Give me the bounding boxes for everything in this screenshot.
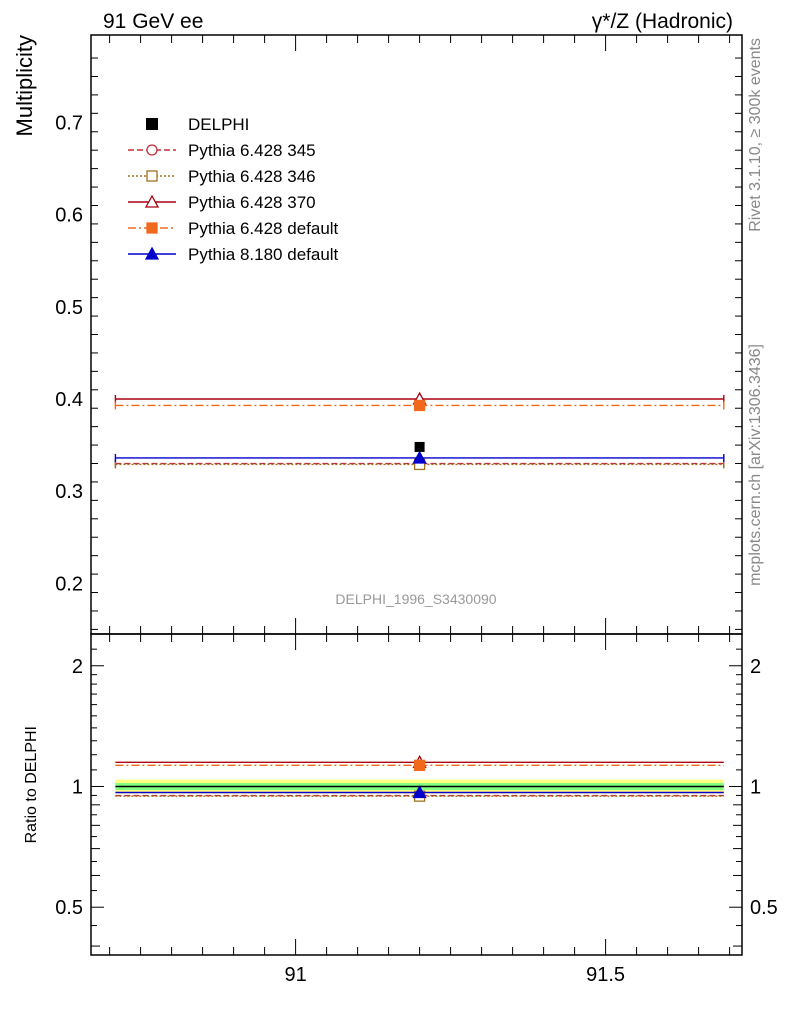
ratio-tick-label-right: 1	[750, 776, 761, 798]
legend-marker-1	[146, 144, 158, 156]
legend-marker-delphi	[146, 118, 158, 130]
legend-label-1: Pythia 6.428 345	[188, 141, 316, 160]
legend-marker-2	[146, 170, 158, 182]
ratio-axis-label: Ratio to DELPHI	[23, 726, 40, 843]
legend-label-delphi: DELPHI	[188, 115, 249, 134]
ratio-tick-label: 2	[72, 656, 83, 678]
analysis-label: DELPHI_1996_S3430090	[335, 591, 496, 607]
legend-label-4: Pythia 6.428 default	[188, 219, 339, 238]
y-tick-label: 0.3	[55, 481, 83, 503]
left-title: 91 GeV ee	[103, 10, 203, 33]
right-title: γ*/Z (Hadronic)	[592, 10, 733, 33]
ratio-tick-label-right: 0.5	[750, 897, 778, 919]
legend-marker-4	[146, 222, 158, 234]
legend-label-2: Pythia 6.428 346	[188, 167, 316, 186]
ratio-frame	[90, 633, 743, 956]
ratio-marker-4	[413, 759, 426, 771]
series-marker-4	[413, 399, 426, 412]
ratio-tick-label: 0.5	[55, 897, 83, 919]
legend: DELPHI Pythia 6.428 345 Pythia 6.428 346 Py…	[128, 115, 339, 264]
y-tick-label: 0.2	[55, 573, 83, 595]
y-axis-label: Multiplicity	[12, 35, 37, 136]
x-tick-label: 91	[284, 964, 306, 986]
legend-label-5: Pythia 8.180 default	[188, 245, 339, 264]
mcplots-label: mcplots.cern.ch [arXiv:1306.3436]	[747, 344, 764, 586]
ratio-tick-label: 1	[72, 776, 83, 798]
legend-label-3: Pythia 6.428 370	[188, 193, 316, 212]
ratio-tick-label-right: 2	[750, 656, 761, 678]
x-tick-label: 91.5	[586, 964, 625, 986]
legend-marker-3	[144, 194, 160, 208]
ratio-marker-5	[412, 785, 427, 799]
y-tick-label: 0.5	[55, 297, 83, 319]
ratio-plot	[115, 754, 724, 802]
series-marker-5	[412, 450, 427, 464]
y-tick-label: 0.4	[55, 389, 83, 411]
legend-marker-5	[144, 246, 160, 260]
main-plot	[114, 391, 725, 471]
rivet-label: Rivet 3.1.10, ≥ 300k events	[747, 38, 764, 232]
y-tick-label: 0.7	[55, 113, 83, 135]
axes: 0.2 0.3 0.4 0.5 0.6 0.7 0.5 0.5 1 1 2 2 91 91.5	[55, 35, 778, 986]
data-point-delphi	[414, 441, 425, 452]
y-tick-label: 0.6	[55, 205, 83, 227]
